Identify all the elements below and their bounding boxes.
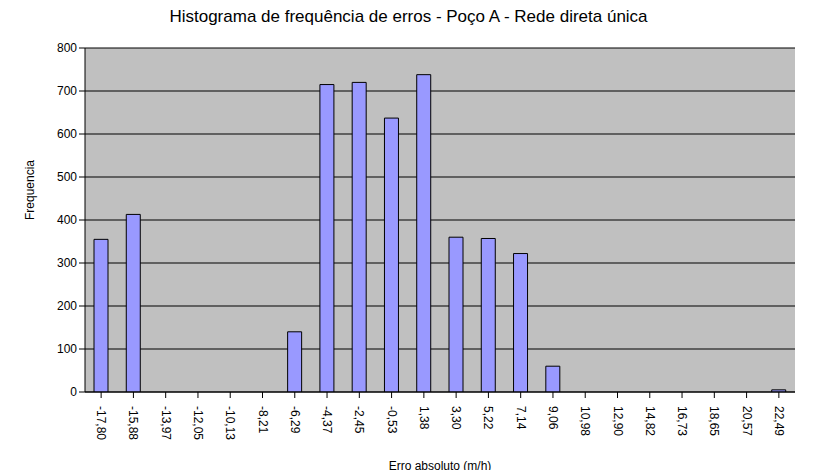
html-text:Histograma de frequência de er: Histograma de frequência de erros - Poço… [169,7,648,26]
svg-text:Erro absoluto (m/h): Erro absoluto (m/h) [389,459,492,470]
svg-text:3,30: 3,30 [449,406,463,430]
svg-text:-2,45: -2,45 [352,406,366,434]
svg-text:16,73: 16,73 [675,406,689,436]
svg-text:300: 300 [57,256,77,270]
svg-text:1,38: 1,38 [417,406,431,430]
svg-text:600: 600 [57,127,77,141]
svg-text:100: 100 [57,342,77,356]
svg-text:9,06: 9,06 [546,406,560,430]
svg-text:22,49: 22,49 [772,406,786,436]
svg-text:-17,80: -17,80 [94,406,108,440]
svg-text:-10,13: -10,13 [223,406,237,440]
svg-text:-15,88: -15,88 [126,406,140,440]
svg-text:Frequencia: Frequencia [23,160,37,220]
svg-text:800: 800 [57,41,77,55]
svg-text:7,14: 7,14 [514,406,528,430]
svg-text:200: 200 [57,299,77,313]
svg-text:-0,53: -0,53 [385,406,399,434]
svg-text:18,65: 18,65 [707,406,721,436]
svg-text:10,98: 10,98 [578,406,592,436]
svg-text:-13,97: -13,97 [159,406,173,440]
svg-text:0: 0 [70,385,77,399]
svg-text:500: 500 [57,170,77,184]
svg-text:-8,21: -8,21 [256,406,270,434]
svg-text:5,22: 5,22 [481,406,495,430]
svg-text:400: 400 [57,213,77,227]
svg-text:20,57: 20,57 [740,406,754,436]
svg-text:14,82: 14,82 [643,406,657,436]
svg-text:700: 700 [57,84,77,98]
svg-text:-4,37: -4,37 [320,406,334,434]
svg-text:12,90: 12,90 [611,406,625,436]
svg-text:-12,05: -12,05 [191,406,205,440]
svg-text:-6,29: -6,29 [288,406,302,434]
